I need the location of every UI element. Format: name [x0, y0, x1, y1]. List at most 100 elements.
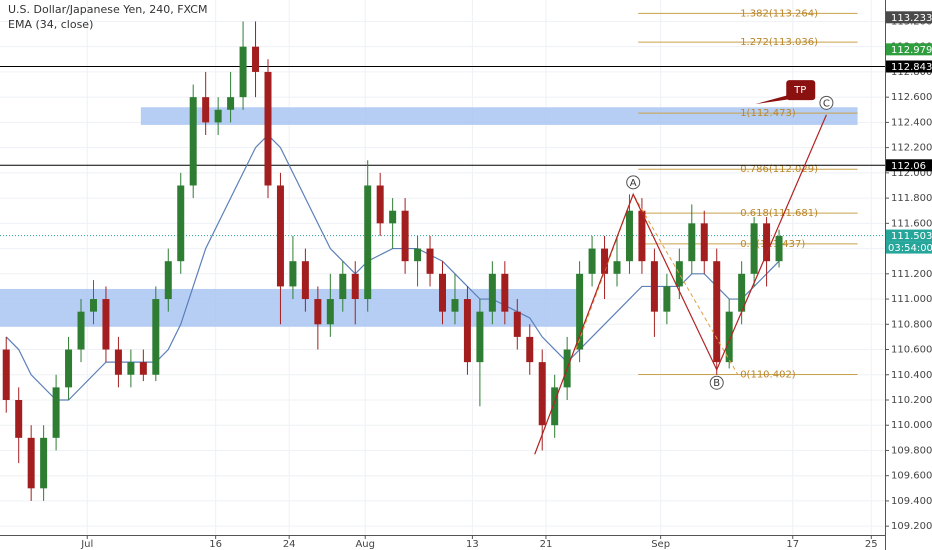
candle-body: [625, 210, 633, 262]
candle-body: [376, 185, 384, 224]
candle-body: [227, 97, 235, 110]
candle-body: [488, 273, 496, 312]
candle-body: [326, 299, 334, 325]
candle-body: [15, 399, 23, 438]
candle-body: [289, 261, 297, 287]
candle-body: [663, 286, 671, 312]
wave-label: C: [823, 98, 830, 109]
candle-body: [276, 185, 284, 287]
candle-body: [339, 273, 347, 300]
fib-label: 0.5(111.437): [740, 239, 805, 250]
candle-body: [364, 185, 372, 300]
countdown-label: 03:54:00: [888, 243, 932, 254]
x-tick-label: 13: [466, 539, 479, 550]
candle-body: [513, 311, 521, 337]
price-tag: [886, 159, 932, 172]
wave-point: [626, 175, 641, 190]
price-tag: [886, 60, 932, 73]
price-tag-label: 112.979: [891, 45, 932, 56]
y-tick-label: 112.000: [891, 168, 932, 179]
y-tick-label: 111.800: [891, 193, 932, 204]
candle-body: [164, 261, 172, 300]
y-tick-label: 110.400: [891, 370, 932, 381]
price-tag-label: 113.233: [891, 13, 932, 24]
candle-body: [127, 362, 135, 375]
candle-body: [650, 261, 658, 312]
candle-body: [725, 311, 733, 363]
x-tick-label: Aug: [355, 539, 375, 550]
x-tick-label: 24: [283, 539, 296, 550]
candle-body: [401, 210, 409, 262]
y-tick-label: 111.000: [891, 294, 932, 305]
tp-box: [786, 80, 816, 101]
candle-body: [439, 273, 446, 312]
candle-body: [314, 299, 322, 325]
candle-body: [688, 223, 696, 262]
candle-body: [426, 248, 434, 274]
candle-body: [538, 362, 546, 426]
candle-body: [65, 349, 73, 388]
chart-title: U.S. Dollar/Japanese Yen, 240, FXCM: [8, 3, 207, 16]
candle-body: [89, 299, 97, 312]
price-tag: [886, 229, 932, 242]
wave-label: B: [713, 378, 720, 389]
retrace-line: [575, 193, 739, 376]
candle-body: [252, 46, 260, 72]
candle-body: [750, 223, 758, 274]
candle-body: [576, 273, 584, 350]
x-tick-label: 16: [209, 539, 222, 550]
candle-body: [638, 210, 646, 262]
candle-body: [601, 248, 609, 274]
candle-body: [775, 235, 783, 262]
candle-body: [139, 362, 147, 375]
x-axis-panel: [0, 535, 885, 550]
candle-body: [700, 223, 708, 262]
candle-body: [77, 311, 85, 350]
countdown-tag: [886, 241, 932, 254]
candle-body: [414, 248, 422, 262]
tp-text: TP: [793, 85, 806, 96]
candle-body: [675, 261, 683, 287]
y-tick-label: 109.600: [891, 471, 932, 482]
y-tick-label: 110.600: [891, 345, 932, 356]
fib-label: 0.786(112.029): [740, 164, 818, 175]
y-tick-label: 112.600: [891, 92, 932, 103]
candle-body: [114, 349, 122, 375]
fib-label: 0.618(111.681): [740, 208, 818, 219]
y-tick-label: 109.800: [891, 445, 932, 456]
y-tick-label: 110.800: [891, 319, 932, 330]
y-tick-label: 109.200: [891, 521, 932, 532]
candle-body: [389, 210, 397, 224]
candle-body: [551, 387, 559, 426]
tp-pointer: [755, 95, 791, 105]
candle-body: [451, 299, 459, 312]
wave-point: [819, 95, 834, 110]
candle-body: [264, 71, 272, 186]
y-tick-label: 111.200: [891, 269, 932, 280]
candle-body: [214, 109, 222, 123]
y-tick-label: 112.400: [891, 117, 932, 128]
candle-body: [713, 261, 721, 363]
candle-body: [501, 273, 509, 312]
price-tag: [886, 11, 932, 24]
y-tick-label: 110.200: [891, 395, 932, 406]
fib-label: 1.382(113.264): [740, 8, 818, 19]
x-tick-label: Sep: [651, 539, 670, 550]
candle-body: [152, 299, 160, 375]
x-tick-label: Jul: [80, 539, 93, 550]
candle-body: [189, 97, 197, 186]
candle-body: [239, 46, 247, 98]
y-tick-label: 112.200: [891, 143, 932, 154]
fib-label: 1.272(113.036): [740, 37, 818, 48]
price-tag-label: 112.843: [891, 62, 932, 73]
candle-body: [526, 336, 534, 363]
candle-body: [613, 261, 621, 274]
candle-body: [301, 261, 309, 300]
indicator-label: EMA (34, close): [8, 18, 93, 31]
candle-body: [27, 437, 35, 489]
y-tick-label: 109.400: [891, 496, 932, 507]
y-axis-panel: [885, 0, 932, 550]
